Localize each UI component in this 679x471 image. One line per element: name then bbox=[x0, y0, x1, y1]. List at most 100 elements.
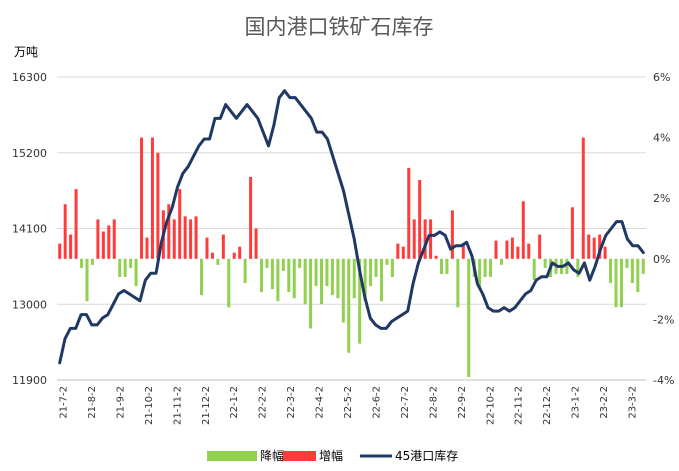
x-tick-label: 21-8-2 bbox=[87, 386, 98, 419]
decrease-bar bbox=[123, 258, 127, 277]
decrease-bar bbox=[483, 258, 487, 277]
x-tick-label: 23-3-2 bbox=[628, 386, 639, 419]
decrease-bar bbox=[281, 258, 285, 271]
x-tick-label: 22-3-2 bbox=[286, 386, 297, 419]
y-left-tick-label: 11900 bbox=[12, 374, 47, 387]
gridlines bbox=[57, 76, 646, 305]
x-tick-label: 22-12-2 bbox=[542, 386, 553, 425]
legend-swatch-increase bbox=[283, 451, 316, 461]
legend-swatch-decrease bbox=[207, 451, 257, 461]
decrease-bar bbox=[352, 258, 356, 299]
increase-bar bbox=[450, 210, 454, 259]
decrease-bar bbox=[614, 258, 618, 308]
increase-bar bbox=[527, 243, 531, 259]
increase-bar bbox=[96, 219, 100, 259]
x-tick-label: 22-10-2 bbox=[485, 386, 496, 425]
decrease-bar bbox=[467, 258, 471, 377]
decrease-bar bbox=[374, 258, 378, 277]
increase-bar bbox=[205, 237, 209, 259]
decrease-bar bbox=[330, 258, 334, 296]
increase-bar bbox=[510, 237, 514, 259]
x-tick-label: 23-2-2 bbox=[599, 386, 610, 419]
decrease-bar bbox=[265, 258, 269, 268]
increase-bar bbox=[418, 180, 422, 259]
decrease-bar bbox=[636, 258, 640, 293]
increase-bar bbox=[210, 252, 214, 259]
decrease-bar bbox=[630, 258, 634, 284]
decrease-bar bbox=[314, 258, 318, 287]
y-left-tick-label: 14100 bbox=[12, 223, 47, 236]
increase-bar bbox=[598, 234, 602, 259]
y-right-tick-label: -2% bbox=[653, 313, 674, 326]
decrease-bar bbox=[456, 258, 460, 308]
decrease-bar bbox=[341, 258, 345, 323]
increase-bar bbox=[494, 240, 498, 259]
increase-bar bbox=[603, 246, 607, 259]
y-left-tick-label: 16300 bbox=[12, 71, 47, 84]
decrease-bar bbox=[90, 258, 94, 265]
decrease-bar bbox=[134, 258, 138, 287]
decrease-bar bbox=[543, 258, 547, 268]
increase-bar bbox=[516, 246, 520, 259]
decrease-bar bbox=[347, 258, 351, 353]
increase-bar bbox=[570, 207, 574, 259]
decrease-bar bbox=[260, 258, 264, 293]
decrease-bar bbox=[369, 258, 373, 287]
increase-bar bbox=[183, 216, 187, 259]
x-tick-label: 21-9-2 bbox=[115, 386, 126, 419]
decrease-bar bbox=[129, 258, 133, 268]
decrease-bar bbox=[336, 258, 340, 299]
decrease-bar bbox=[499, 258, 503, 265]
decrease-bar bbox=[385, 258, 389, 265]
change-bars bbox=[58, 137, 645, 377]
increase-bar bbox=[140, 137, 144, 259]
increase-bar bbox=[401, 246, 405, 259]
x-tick-label: 22-7-2 bbox=[400, 386, 411, 419]
increase-bar bbox=[167, 204, 171, 259]
y-right-tick-label: 4% bbox=[653, 132, 670, 145]
decrease-bar bbox=[118, 258, 122, 277]
chart-title: 国内港口铁矿石库存 bbox=[245, 15, 434, 39]
decrease-bar bbox=[243, 258, 247, 284]
legend: 降幅 增幅 45港口库存 bbox=[207, 448, 458, 463]
increase-bar bbox=[172, 219, 176, 259]
increase-bar bbox=[396, 243, 400, 259]
x-tick-label: 22-4-2 bbox=[315, 386, 326, 419]
increase-bar bbox=[145, 237, 149, 259]
increase-bar bbox=[581, 137, 585, 259]
x-tick-label: 22-5-2 bbox=[343, 386, 354, 419]
decrease-bar bbox=[292, 258, 296, 299]
increase-bar bbox=[407, 167, 411, 259]
y-right-tick-label: 2% bbox=[653, 192, 670, 205]
increase-bar bbox=[101, 231, 105, 259]
increase-bar bbox=[189, 219, 193, 259]
y-right-tick-label: 0% bbox=[653, 253, 670, 266]
decrease-bar bbox=[320, 258, 323, 305]
y-right-tick-label: 6% bbox=[653, 71, 670, 84]
y-left-tick-label: 15200 bbox=[12, 147, 47, 160]
increase-bar bbox=[112, 219, 116, 259]
decrease-bar bbox=[298, 258, 302, 268]
decrease-bar bbox=[276, 258, 280, 302]
decrease-bar bbox=[609, 258, 613, 284]
decrease-bar bbox=[287, 258, 291, 293]
increase-bar bbox=[592, 237, 596, 259]
decrease-bar bbox=[619, 258, 623, 308]
increase-bar bbox=[194, 216, 198, 259]
increase-bar bbox=[156, 152, 160, 259]
decrease-bar bbox=[216, 258, 220, 265]
decrease-bar bbox=[576, 258, 580, 277]
decrease-bar bbox=[641, 258, 645, 274]
decrease-bar bbox=[80, 258, 84, 268]
decrease-bar bbox=[85, 258, 89, 302]
increase-bar bbox=[423, 219, 427, 259]
x-tick-label: 22-2-2 bbox=[258, 386, 269, 419]
decrease-bar bbox=[445, 258, 449, 274]
decrease-bar bbox=[390, 258, 394, 277]
decrease-bar bbox=[625, 258, 629, 268]
decrease-bar bbox=[303, 258, 307, 305]
increase-bar bbox=[429, 219, 433, 259]
decrease-bar bbox=[478, 258, 482, 290]
